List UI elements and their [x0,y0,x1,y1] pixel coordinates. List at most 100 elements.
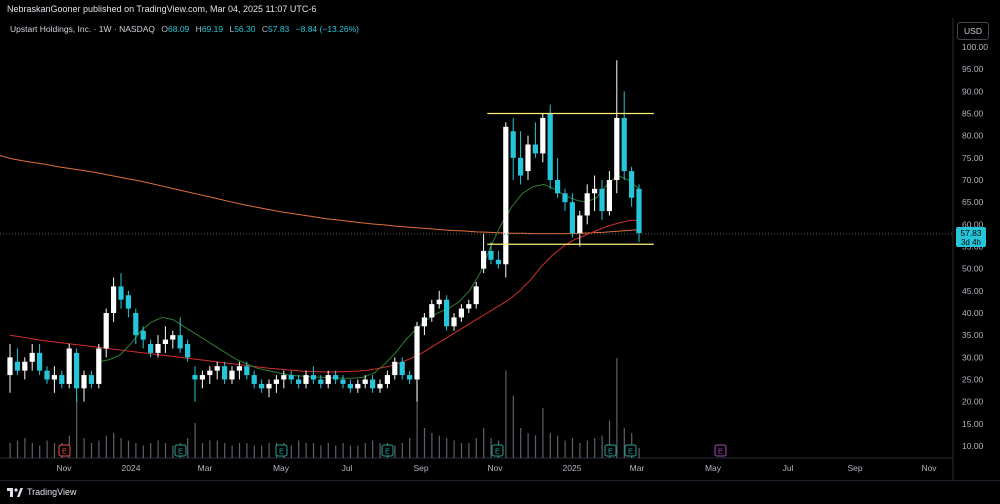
candle-body[interactable] [333,375,339,380]
candle-body[interactable] [629,171,635,198]
candle-body[interactable] [155,344,161,353]
candle-body[interactable] [421,317,427,327]
candle-body[interactable] [540,117,546,154]
candle-body[interactable] [355,383,361,389]
candle-body[interactable] [621,117,627,172]
candle-body[interactable] [96,348,102,384]
earnings-marker[interactable] [275,444,288,457]
candle-body[interactable] [399,361,405,376]
candle-body[interactable] [377,383,383,389]
candle-body[interactable] [384,375,390,384]
volume-bar [150,443,152,458]
volume-bar [46,440,48,458]
candle-body[interactable] [547,113,553,181]
candle-body[interactable] [340,379,346,384]
candle-body[interactable] [488,250,494,260]
candle-body[interactable] [325,375,331,384]
candle-body[interactable] [66,348,72,384]
candle-body[interactable] [288,375,294,380]
earnings-marker[interactable] [58,444,71,457]
candle-body[interactable] [162,339,168,345]
candle-body[interactable] [451,317,457,327]
candle-body[interactable] [125,295,131,309]
candle-body[interactable] [37,352,43,371]
candle-body[interactable] [44,370,50,380]
candle-body[interactable] [296,379,302,384]
candle-body[interactable] [74,352,80,389]
candle-body[interactable] [88,375,94,384]
candle-body[interactable] [510,131,516,158]
candle-body[interactable] [532,144,538,154]
candle-body[interactable] [562,193,568,203]
candle-body[interactable] [310,375,316,380]
candle-body[interactable] [22,361,28,371]
candle-body[interactable] [599,188,605,212]
earnings-marker[interactable] [624,444,637,457]
earnings-marker[interactable] [604,444,617,457]
candle-body[interactable] [244,366,250,376]
candle-body[interactable] [458,308,464,318]
candle-body[interactable] [444,299,450,327]
earnings-marker[interactable] [491,444,504,457]
candle-body[interactable] [347,383,353,389]
candle-body[interactable] [170,335,176,340]
candle-body[interactable] [111,286,117,313]
candle-body[interactable] [29,352,35,362]
candle-body[interactable] [481,250,487,269]
candle-body[interactable] [436,299,442,305]
candle-body[interactable] [584,193,590,216]
candle-body[interactable] [518,157,524,176]
symbol-title[interactable]: Upstart Holdings, Inc. · 1W · NASDAQ [10,24,156,34]
candle-body[interactable] [214,366,220,371]
candle-body[interactable] [577,215,583,234]
candle-body[interactable] [636,188,642,234]
candle-body[interactable] [392,361,398,376]
earnings-marker[interactable] [714,444,727,457]
candle-body[interactable] [199,375,205,380]
candle-body[interactable] [525,144,531,172]
earnings-marker[interactable] [381,444,394,457]
candle-body[interactable] [185,344,191,358]
candle-body[interactable] [207,370,213,376]
candle-body[interactable] [473,286,479,305]
candle-body[interactable] [592,188,598,194]
candle-body[interactable] [236,366,242,371]
candle-body[interactable] [555,180,561,194]
candle-body[interactable] [266,383,272,389]
candle-body[interactable] [118,286,124,300]
candle-body[interactable] [281,375,287,380]
candle-body[interactable] [466,304,472,309]
candle-body[interactable] [407,375,413,380]
candle-body[interactable] [503,126,509,265]
candle-body[interactable] [14,361,20,371]
candle-body[interactable] [59,375,65,384]
candle-body[interactable] [318,379,324,384]
candle-body[interactable] [370,379,376,389]
candle-body[interactable] [192,375,198,380]
candle-body[interactable] [614,117,620,180]
candle-body[interactable] [569,202,575,234]
candle-body[interactable] [7,357,13,376]
candle-body[interactable] [251,375,257,384]
tradingview-brand[interactable]: TradingView [7,487,77,497]
candle-body[interactable] [303,375,309,384]
candle-body[interactable] [429,304,435,318]
candle-body[interactable] [148,344,154,353]
candle-body[interactable] [606,180,612,212]
candle-body[interactable] [273,379,279,384]
candle-body[interactable] [495,259,501,265]
candle-body[interactable] [103,313,109,349]
candle-body[interactable] [414,326,420,380]
candle-body[interactable] [362,379,368,384]
candle-body[interactable] [229,370,235,380]
earnings-marker[interactable] [174,444,187,457]
candle-body[interactable] [177,335,183,349]
candle-body[interactable] [222,366,228,380]
candle-body[interactable] [81,375,87,389]
candle-body[interactable] [51,375,57,380]
candle-body[interactable] [140,330,146,340]
currency-button[interactable]: USD [957,22,989,40]
candle-body[interactable] [133,313,139,336]
candle-body[interactable] [259,383,265,389]
